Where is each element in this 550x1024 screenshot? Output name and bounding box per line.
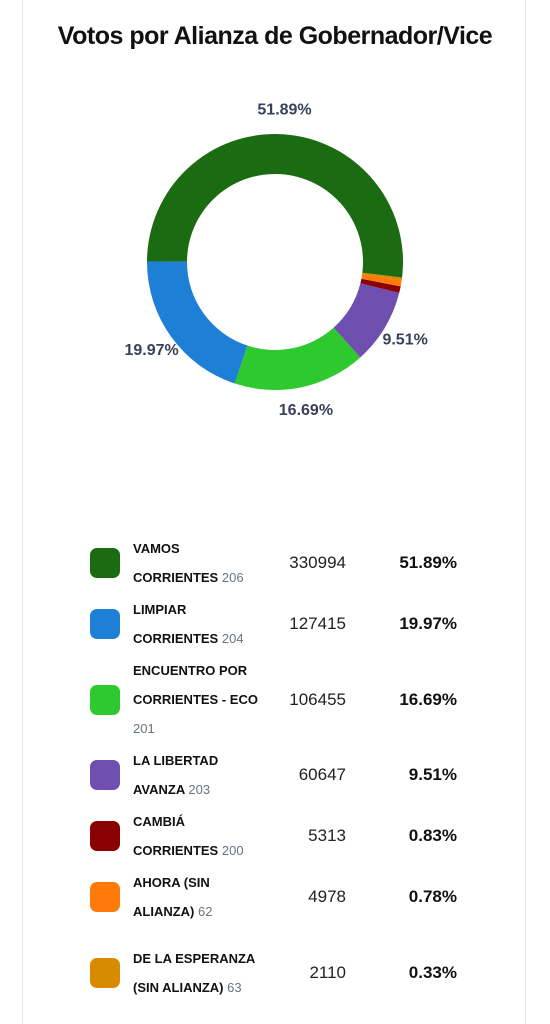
vote-percent: 0.78% <box>408 887 457 906</box>
list-number: 203 <box>188 782 211 797</box>
slice <box>361 274 402 287</box>
vote-count: 60647 <box>298 765 346 784</box>
party-name: ENCUENTRO POR CORRIENTES - ECO 201 <box>133 656 258 743</box>
party-name: CAMBIÁ CORRIENTES 200 <box>133 807 258 865</box>
legend-row: DE LA ESPERANZA (SIN ALIANZA) 63 2110 0.33… <box>0 929 550 1016</box>
party-label: ENCUENTRO POR CORRIENTES - ECO <box>133 663 258 707</box>
slice-label: 16.69% <box>279 402 333 419</box>
party-name: AHORA (SIN ALIANZA) 62 <box>133 868 258 926</box>
legend-swatch <box>90 821 120 851</box>
vote-percent: 19.97% <box>399 614 457 633</box>
list-number: 204 <box>221 631 244 646</box>
vote-count: 2110 <box>309 962 346 982</box>
slice <box>147 261 248 384</box>
party-label: LIMPIAR CORRIENTES <box>133 602 219 646</box>
party-label: DE LA ESPERANZA (SIN ALIANZA) <box>133 950 255 995</box>
party-name: DE LA ESPERANZA (SIN ALIANZA) 63 <box>133 944 258 1002</box>
vote-percent: 51.89% <box>399 553 457 572</box>
vote-percent: 9.51% <box>408 765 457 784</box>
vote-percent: 16.69% <box>399 689 457 709</box>
list-number: 62 <box>198 904 213 919</box>
vote-count: 5313 <box>308 826 346 845</box>
party-name: LIMPIAR CORRIENTES 204 <box>133 595 258 653</box>
legend-row: AHORA (SIN ALIANZA) 62 4978 0.78% <box>0 868 550 926</box>
vote-count: 127415 <box>289 614 346 633</box>
legend-row: LA LIBERTAD AVANZA 203 60647 9.51% <box>0 746 550 804</box>
party-label: VAMOS CORRIENTES <box>133 541 219 585</box>
legend-row: VAMOS CORRIENTES 206 330994 51.89% <box>0 534 550 592</box>
legend-row: LIMPIAR CORRIENTES 204 127415 19.97% <box>0 595 550 653</box>
slice <box>147 133 403 278</box>
party-label: AHORA (SIN ALIANZA) <box>133 875 210 919</box>
vote-count: 106455 <box>289 689 346 709</box>
slice <box>333 283 400 358</box>
legend-swatch <box>90 760 120 790</box>
legend-row: CAMBIÁ CORRIENTES 200 5313 0.83% <box>0 807 550 865</box>
chart-title: Votos por Alianza de Gobernador/Vice <box>57 22 493 50</box>
list-number: 201 <box>133 721 155 736</box>
legend-swatch <box>90 882 120 912</box>
legend-swatch <box>90 684 120 715</box>
legend-swatch <box>90 957 120 988</box>
legend-swatch <box>90 609 120 639</box>
party-name: LA LIBERTAD AVANZA 203 <box>133 746 258 804</box>
vote-percent: 0.83% <box>408 826 457 845</box>
slice <box>360 278 401 293</box>
slice-label: 9.51% <box>382 332 427 349</box>
list-number: 200 <box>221 843 244 858</box>
card <box>22 0 526 1024</box>
slice <box>362 272 403 281</box>
donut-chart: 51.89% 19.97% 16.69% 9.51% <box>125 102 428 420</box>
list-number: 206 <box>221 570 244 585</box>
party-label: CAMBIÁ CORRIENTES <box>133 814 219 858</box>
list-number: 63 <box>227 979 242 995</box>
slice-label: 51.89% <box>257 102 311 119</box>
vote-count: 4978 <box>308 887 346 906</box>
slice-label: 19.97% <box>125 342 179 359</box>
vote-percent: 0.33% <box>408 962 457 982</box>
legend-row: ENCUENTRO POR CORRIENTES - ECO 201 106455… <box>0 656 550 743</box>
slice <box>234 327 361 391</box>
vote-count: 330994 <box>289 553 346 572</box>
party-name: VAMOS CORRIENTES 206 <box>133 534 258 592</box>
party-label: LA LIBERTAD AVANZA <box>133 753 219 797</box>
legend-swatch <box>90 548 120 578</box>
